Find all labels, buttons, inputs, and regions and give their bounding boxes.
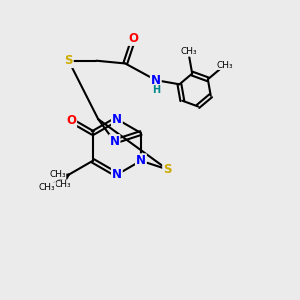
Text: N: N (112, 112, 122, 126)
Text: S: S (64, 54, 73, 67)
Text: N: N (136, 154, 146, 167)
Text: N: N (151, 74, 161, 87)
Text: CH₃: CH₃ (39, 183, 56, 192)
Text: O: O (66, 114, 76, 127)
Text: H: H (152, 85, 160, 95)
Text: CH₃: CH₃ (180, 47, 196, 56)
Text: O: O (129, 32, 139, 45)
Text: CH₃: CH₃ (49, 170, 66, 179)
Text: S: S (163, 163, 172, 176)
Text: CH₃: CH₃ (55, 180, 72, 189)
Text: N: N (110, 135, 119, 148)
Text: CH₃: CH₃ (217, 61, 233, 70)
Text: N: N (112, 168, 122, 181)
